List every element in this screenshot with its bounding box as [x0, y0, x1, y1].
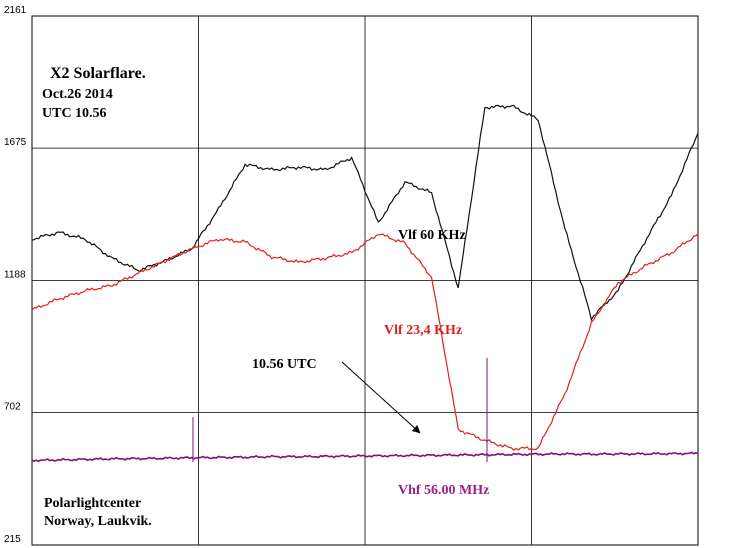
station-location: Norway, Laukvik. [44, 514, 152, 529]
y-axis-ticks: 2161 1675 1188 702 215 [4, 5, 27, 545]
station-name: Polarlightcenter [44, 496, 141, 511]
series-label-vhf-56: Vhf 56.00 MHz [398, 483, 489, 498]
series-line-1 [31, 233, 699, 451]
y-tick-label: 1188 [4, 270, 26, 281]
chart-title: X2 Solarflare. [50, 65, 146, 82]
series-label-vlf-60: Vlf 60 KHz [398, 228, 466, 243]
y-tick-label: 702 [4, 402, 21, 413]
series-group [31, 104, 699, 463]
y-tick-label: 215 [4, 534, 21, 545]
y-tick-label: 2161 [4, 5, 27, 16]
series-line-2 [31, 451, 699, 463]
chart-time: UTC 10.56 [42, 106, 107, 121]
utc-marker-arrow [341, 361, 421, 434]
chart-date: Oct.26 2014 [42, 87, 113, 102]
series-label-vlf-23-4: Vlf 23,4 KHz [384, 323, 462, 338]
utc-marker-label: 10.56 UTC [252, 357, 317, 372]
y-tick-label: 1675 [4, 137, 27, 148]
series-line-0 [31, 104, 699, 322]
